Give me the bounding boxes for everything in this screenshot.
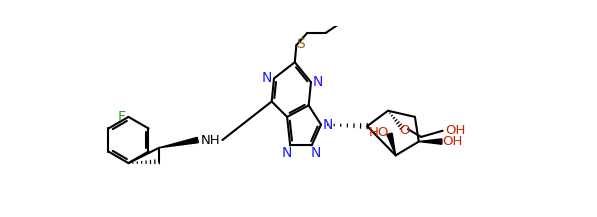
Polygon shape (159, 137, 198, 148)
Text: N: N (281, 146, 291, 160)
Polygon shape (387, 133, 396, 155)
Text: S: S (297, 37, 305, 51)
Text: NH: NH (201, 133, 221, 146)
Text: HO: HO (368, 126, 389, 139)
Text: N: N (262, 71, 272, 85)
Text: O: O (399, 124, 410, 137)
Text: OH: OH (442, 135, 463, 148)
Polygon shape (418, 139, 442, 144)
Text: N: N (310, 146, 321, 160)
Text: OH: OH (445, 124, 465, 137)
Text: N: N (313, 75, 323, 89)
Text: N: N (323, 118, 333, 132)
Text: F: F (118, 110, 125, 124)
